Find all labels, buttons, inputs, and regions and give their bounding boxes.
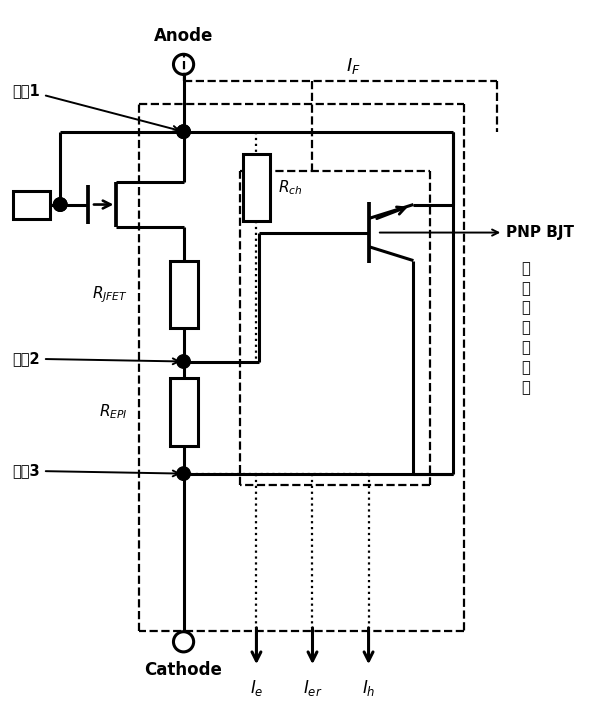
- Circle shape: [177, 125, 190, 138]
- Bar: [243, 154, 270, 221]
- Text: Anode: Anode: [154, 27, 213, 45]
- Text: MOS: MOS: [14, 197, 49, 212]
- Text: $R_{EPI}$: $R_{EPI}$: [99, 403, 127, 422]
- Text: Cathode: Cathode: [145, 662, 223, 680]
- Text: 共
基
极
放
大
电
路: 共 基 极 放 大 电 路: [521, 261, 530, 395]
- Circle shape: [177, 125, 190, 138]
- Bar: [170, 378, 197, 445]
- Text: 节点1: 节点1: [12, 83, 179, 132]
- Text: $I_{er}$: $I_{er}$: [303, 678, 322, 698]
- Text: PNP BJT: PNP BJT: [380, 225, 574, 240]
- Text: $I_F$: $I_F$: [346, 56, 361, 76]
- Text: $I_e$: $I_e$: [250, 678, 263, 698]
- Text: $R_{ch}$: $R_{ch}$: [278, 179, 302, 197]
- Circle shape: [54, 198, 67, 211]
- Text: 节点2: 节点2: [12, 351, 178, 366]
- Circle shape: [177, 355, 190, 368]
- Circle shape: [177, 467, 190, 480]
- Text: 节点3: 节点3: [12, 463, 178, 479]
- Bar: [170, 260, 197, 328]
- Text: $I_h$: $I_h$: [362, 678, 375, 698]
- Bar: [12, 191, 50, 218]
- Text: $R_{JFET}$: $R_{JFET}$: [92, 284, 127, 304]
- Circle shape: [54, 198, 67, 211]
